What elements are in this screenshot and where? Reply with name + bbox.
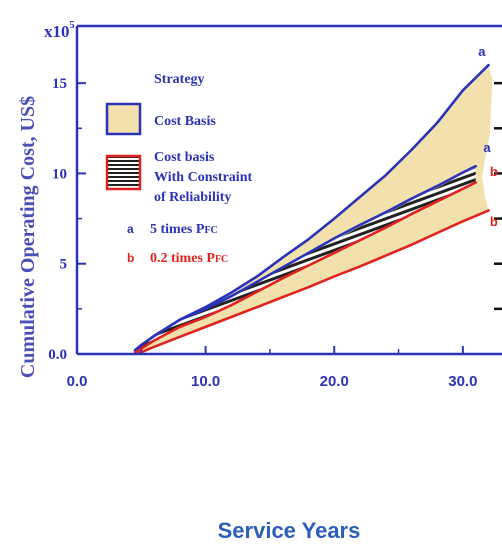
axes: 0.0 10.0 20.0 30.0 0.0 5 10 15 <box>48 24 502 390</box>
x-tick-label: 30.0 <box>448 373 477 390</box>
series-end-label: b <box>490 214 498 229</box>
legend-swatch-constraint <box>105 154 142 191</box>
series-end-label: a <box>478 44 486 59</box>
legend-note-b: b 0.2 times PFC <box>127 251 228 266</box>
series-end-label: b <box>490 164 498 179</box>
series-line-b-2 <box>133 181 478 354</box>
y-axis-title: Cumulative Operating Cost, US$ <box>17 96 39 378</box>
y-tick-label: 0.0 <box>48 347 67 363</box>
x-axis-title: Service Years <box>218 518 361 543</box>
y-tick-label: 10 <box>52 166 67 182</box>
plot-area <box>133 63 493 354</box>
x-tick-label: 20.0 <box>320 373 349 390</box>
series-line-b-3 <box>133 209 490 354</box>
legend-title: Strategy <box>154 72 205 87</box>
legend-note-a: a 5 times PFC <box>127 222 218 237</box>
series-end-label: a <box>483 140 491 155</box>
legend-swatch-cost-basis <box>105 102 142 136</box>
y-multiplier: x105 <box>44 20 75 41</box>
y-tick-label: 15 <box>52 76 67 92</box>
x-tick-label: 0.0 <box>67 373 88 390</box>
band-constraint-reliability <box>134 168 476 353</box>
legend-label-cost-basis: Cost Basis <box>154 114 216 129</box>
band-cost-basis <box>134 65 493 354</box>
legend-label-constraint: Cost basis With Constraint of Reliabilit… <box>154 150 256 205</box>
series-line-a-1 <box>133 164 478 352</box>
x-tick-label: 10.0 <box>191 373 220 390</box>
y-tick-label: 5 <box>60 257 68 273</box>
legend: Strategy Cost Basis Cost basis With Cons… <box>105 72 256 266</box>
